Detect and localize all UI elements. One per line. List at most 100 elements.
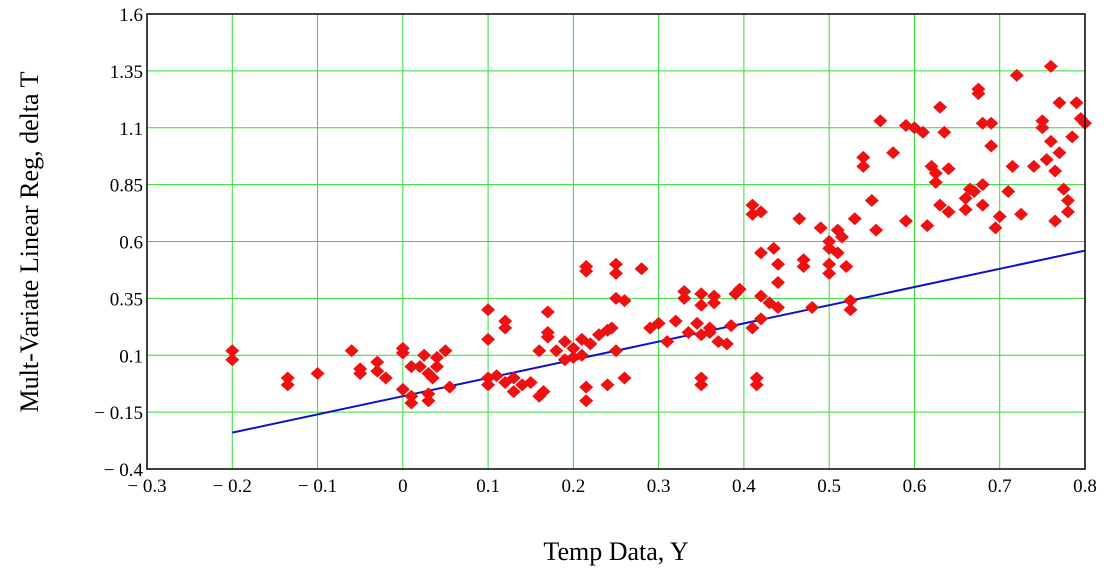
data-point (579, 264, 594, 278)
data-point (796, 260, 811, 274)
data-point (344, 344, 359, 358)
data-point (1060, 194, 1075, 208)
data-point (540, 330, 555, 344)
data-point (702, 326, 717, 339)
x-tick-label: − 0.2 (213, 476, 252, 497)
data-point (1043, 134, 1058, 148)
data-point (506, 385, 521, 399)
data-point (604, 321, 619, 335)
data-point (1052, 96, 1067, 110)
x-tick-label: 0.7 (988, 476, 1012, 497)
data-point (404, 389, 419, 403)
data-point (834, 230, 849, 244)
data-point (864, 194, 879, 208)
data-point (1069, 96, 1084, 110)
data-point (681, 326, 696, 339)
data-point (583, 337, 598, 351)
data-point (429, 351, 444, 365)
data-point (574, 348, 589, 362)
data-point (724, 319, 739, 333)
data-point (498, 321, 513, 335)
data-point (1065, 130, 1080, 144)
data-point (1014, 207, 1029, 221)
data-point (225, 353, 240, 367)
data-point (749, 378, 764, 392)
data-point (915, 125, 930, 139)
data-point (600, 378, 615, 392)
data-point (988, 221, 1003, 235)
x-tick-label: 0.2 (561, 476, 585, 497)
data-point (856, 150, 871, 164)
data-point (395, 382, 410, 396)
data-point (1035, 114, 1050, 128)
data-point (898, 118, 913, 132)
data-point (830, 246, 845, 260)
data-point (532, 344, 547, 358)
data-point (425, 371, 440, 385)
data-point (634, 262, 649, 276)
data-point (506, 371, 521, 385)
data-point (1052, 146, 1067, 160)
data-points-layer (225, 59, 1092, 410)
data-point (421, 394, 436, 408)
data-point (937, 125, 952, 139)
x-tick-label: 0.6 (903, 476, 927, 497)
data-point (481, 378, 496, 392)
data-point (796, 253, 811, 267)
data-point (609, 257, 623, 271)
y-tick-label: 0.6 (119, 233, 143, 254)
data-point (1035, 121, 1050, 135)
data-point (412, 360, 427, 374)
data-point (745, 321, 760, 335)
data-point (822, 257, 837, 271)
y-tick-label: 1.1 (119, 119, 143, 140)
data-point (694, 378, 709, 392)
data-point (898, 214, 913, 228)
data-point (677, 285, 692, 299)
data-point (707, 296, 722, 310)
data-point (370, 364, 385, 378)
data-point (481, 303, 496, 317)
y-tick-label: 1.6 (119, 5, 143, 26)
y-tick-label: 0.1 (119, 346, 143, 367)
data-point (971, 87, 986, 101)
data-point (975, 116, 990, 130)
data-point (536, 385, 551, 399)
data-point (771, 257, 786, 271)
data-point (805, 300, 820, 314)
data-point (933, 198, 948, 212)
data-point (1026, 159, 1041, 173)
data-point (873, 114, 888, 128)
data-point (489, 369, 504, 383)
data-point (928, 166, 943, 180)
data-point (429, 360, 444, 374)
data-point (498, 314, 513, 328)
data-point (856, 159, 871, 173)
data-point (549, 344, 564, 358)
data-point (481, 332, 496, 346)
data-point (404, 396, 419, 410)
data-point (1039, 153, 1054, 167)
x-axis-label: Temp Data, Y (543, 537, 688, 566)
x-tick-label: 0.3 (647, 476, 671, 497)
data-point (378, 371, 393, 385)
data-point (753, 246, 768, 260)
data-point (417, 348, 432, 362)
data-point (822, 266, 837, 280)
data-point (609, 266, 623, 280)
data-point (280, 371, 295, 385)
data-point (1056, 182, 1071, 196)
data-point (353, 366, 368, 380)
data-point (442, 380, 457, 394)
x-tick-label: − 0.3 (127, 476, 166, 497)
data-point (822, 235, 837, 248)
x-tick-label: − 0.1 (298, 476, 337, 497)
x-tick-label: 0.1 (476, 476, 500, 497)
data-point (771, 275, 786, 289)
data-point (992, 209, 1007, 223)
data-point (609, 344, 623, 358)
data-point (677, 291, 692, 305)
data-point (651, 316, 666, 330)
data-point (753, 289, 768, 303)
data-point (933, 100, 948, 114)
